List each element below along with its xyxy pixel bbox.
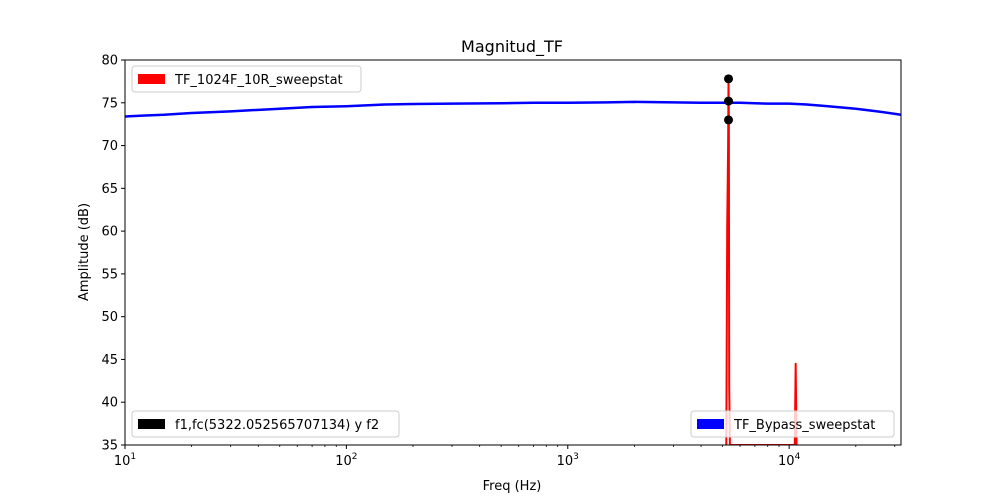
- legend-swatch: [697, 419, 724, 429]
- y-tick-label: 70: [101, 139, 118, 154]
- legend-box: TF_1024F_10R_sweepstat: [131, 65, 362, 93]
- x-axis-label: Freq (Hz): [483, 479, 542, 494]
- y-tick-label: 55: [101, 267, 118, 282]
- legend-box: TF_Bypass_sweepstat: [690, 410, 895, 438]
- legend-layer: TF_Bypass_sweepstat TF_1024F_10R_sweepsta…: [131, 65, 895, 438]
- x-tick-label: 102: [335, 452, 357, 469]
- y-tick-label: 60: [101, 225, 118, 240]
- marker-point: [724, 115, 734, 125]
- y-axis-ticks: 35 40 45 50 55 60 65 70 75 80: [101, 54, 125, 454]
- x-tick-label: 104: [778, 452, 801, 469]
- legend-swatch: [138, 419, 165, 429]
- y-tick-label: 40: [101, 396, 118, 411]
- marker-point: [724, 96, 734, 106]
- x-tick-label: 103: [557, 452, 579, 469]
- y-tick-label: 35: [101, 439, 118, 454]
- marker-point: [724, 74, 734, 84]
- y-tick-label: 65: [101, 182, 118, 197]
- legend-label: TF_1024F_10R_sweepstat: [174, 73, 343, 88]
- plot-frame: [124, 59, 902, 446]
- y-tick-label: 45: [101, 353, 118, 368]
- x-tick-label: 101: [114, 452, 136, 469]
- legend-frame: [131, 65, 362, 93]
- marker-layer: [724, 74, 734, 125]
- legend-frame: [690, 410, 895, 438]
- legend-swatch: [138, 74, 165, 84]
- series-line: [125, 100, 901, 118]
- y-tick-label: 75: [101, 96, 118, 111]
- y-tick-label: 50: [101, 310, 118, 325]
- legend-label: f1,fc(5322.052565707134) y f2: [175, 418, 379, 433]
- series-line: [725, 77, 798, 445]
- y-axis-label: Amplitude (dB): [77, 203, 92, 301]
- legend-label: TF_Bypass_sweepstat: [733, 418, 875, 433]
- legend-box: f1,fc(5322.052565707134) y f2: [131, 410, 400, 438]
- chart-title: Magnitud_TF: [461, 37, 563, 57]
- y-tick-label: 80: [101, 54, 118, 69]
- legend-frame: [131, 410, 400, 438]
- x-axis-ticks: 101 102 103 104: [114, 445, 896, 469]
- series-layer: [125, 77, 901, 445]
